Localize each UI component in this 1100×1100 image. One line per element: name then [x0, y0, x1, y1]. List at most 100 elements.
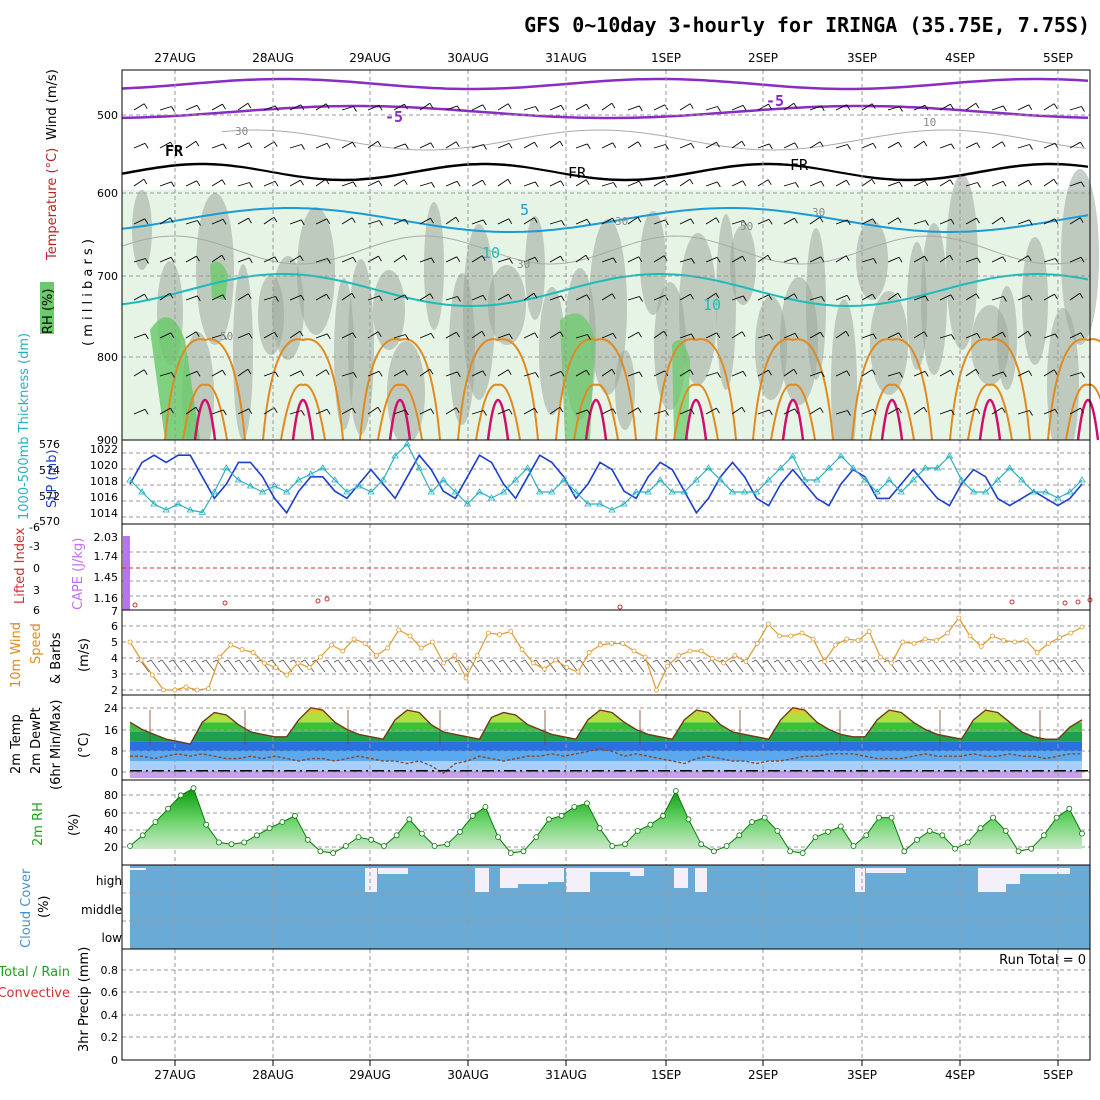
wind10-label-c: & Barbs — [49, 632, 64, 684]
temp2m-label-b: 2m DewPt — [29, 707, 44, 774]
wind-barb-flag — [1001, 407, 1006, 413]
wind-barb — [471, 179, 483, 187]
wind-barb-flag — [1003, 296, 1007, 302]
wind10-barb-flag — [245, 659, 251, 663]
wind-barb-flag — [455, 407, 460, 413]
wind-barb-flag — [768, 369, 772, 376]
wind10-barb — [953, 659, 964, 673]
wind-barb-flag — [247, 102, 252, 109]
wind-barb-flag — [1002, 181, 1007, 187]
wind10-barb-flag — [509, 659, 515, 663]
wind-barb — [133, 408, 146, 415]
wind-barb — [211, 143, 224, 149]
wind10-barb — [1019, 659, 1030, 673]
wind-barb — [237, 332, 250, 339]
temp2m-label-c: (6hr Min/Max) — [49, 700, 64, 790]
rh-point — [939, 832, 946, 839]
temp2m-tick: 8 — [111, 745, 118, 758]
wind-barb-flag — [247, 293, 252, 299]
wind-barb — [419, 368, 431, 377]
wind-barb-flag — [950, 369, 954, 376]
wind10-barb — [568, 659, 579, 673]
wind10-point — [172, 687, 178, 693]
rh2m-bg — [122, 780, 1090, 865]
wind-barb-flag — [326, 333, 331, 340]
wind-barb-flag — [742, 371, 747, 377]
wind-barb-flag — [871, 178, 876, 185]
wind10-barb — [777, 659, 788, 673]
thickness-tick: 570 — [39, 515, 60, 528]
wind-barb — [627, 105, 640, 111]
wind10-point — [833, 642, 838, 648]
wind-barb-flag — [950, 219, 955, 225]
rh-gray-blob — [387, 341, 425, 445]
temp-band — [130, 761, 1082, 771]
thickness-marker — [716, 476, 725, 483]
wind-barb-flag — [767, 179, 772, 185]
wind-barb-flag — [404, 143, 409, 150]
wind-barb-flag — [795, 182, 799, 188]
wind-barb-flag — [1054, 218, 1059, 225]
wind10-barb-flag — [1037, 659, 1043, 663]
wind-barb-flag — [559, 331, 564, 337]
wind-barb — [263, 256, 275, 263]
wind10-barb — [392, 659, 403, 673]
thickness-marker — [150, 500, 158, 507]
wind-barb-flag — [742, 105, 747, 111]
wind-barb — [575, 294, 587, 301]
thickness-marker — [1042, 488, 1050, 495]
thickness-marker — [777, 464, 785, 471]
rh-point — [444, 841, 451, 848]
top-date-label: 3SEP — [847, 51, 877, 65]
wind-barb-flag — [794, 142, 799, 149]
wind-barb-flag — [560, 255, 564, 262]
wind-barb — [549, 331, 561, 339]
wind-barb — [887, 372, 900, 377]
wind-barb — [159, 407, 171, 415]
wind-barb-flag — [171, 372, 175, 378]
temp2m-tick: 24 — [104, 702, 118, 715]
temp-contour-25 — [584, 398, 608, 441]
wind10-point — [228, 642, 234, 648]
wind-barb-flag — [820, 371, 825, 378]
cloud-level: high — [96, 874, 122, 888]
wind-barb-flag — [249, 182, 253, 188]
wind-barb-flag — [482, 295, 487, 301]
wind-barb-flag — [742, 295, 747, 302]
wind10-point — [609, 641, 614, 646]
top-date-label: 4SEP — [945, 51, 975, 65]
wind-barb-flag — [587, 334, 591, 340]
wind-barb — [731, 331, 743, 339]
wind-barb-flag — [743, 220, 747, 226]
wind10-barb-flag — [278, 659, 284, 663]
wind10-barb — [634, 659, 645, 673]
wind-barb-flag — [741, 331, 746, 337]
wind-barb-flag — [924, 371, 929, 377]
wind10-tick: 2 — [111, 684, 118, 697]
wind-barb — [289, 255, 301, 263]
wind-barb — [1069, 141, 1081, 149]
thickness-marker — [704, 464, 713, 471]
wind-barb — [861, 258, 874, 263]
wind10-barb-flag — [146, 659, 152, 663]
wind-barb-flag — [819, 407, 824, 413]
wind-barb — [809, 407, 821, 415]
wind-barb — [315, 218, 327, 225]
wind-barb-flag — [301, 410, 305, 416]
wind-barb — [341, 141, 353, 149]
wind-barb — [419, 142, 431, 149]
temp-band — [130, 751, 1082, 762]
rh-point — [355, 834, 362, 840]
wind-barb — [939, 334, 952, 339]
wind10-barb — [502, 659, 513, 673]
wind-barb-flag — [899, 106, 903, 112]
rh-point — [571, 804, 578, 810]
thickness-marker — [1078, 476, 1086, 483]
wind-barb-flag — [1053, 178, 1058, 185]
wind-barb-flag — [559, 140, 564, 147]
wind10-point — [889, 660, 894, 666]
thickness-marker — [258, 488, 267, 495]
wind-barb-flag — [923, 140, 928, 147]
wind-barb — [939, 179, 951, 187]
